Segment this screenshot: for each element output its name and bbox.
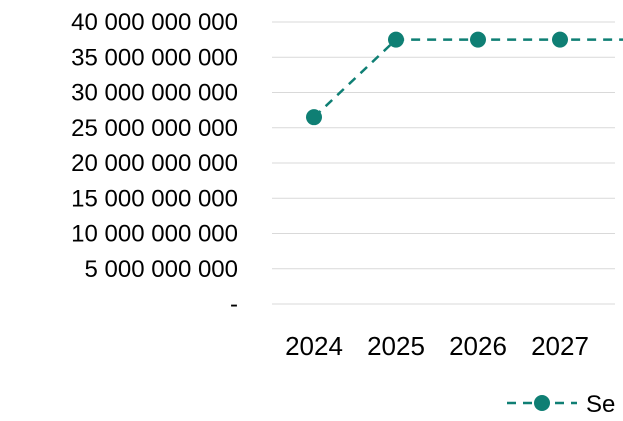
x-tick-label: 2027 [531,331,589,361]
legend-marker-swatch [534,395,550,411]
legend: Se [507,391,615,418]
x-axis-tick-labels: 20242025202620272 [285,331,589,361]
data-point [388,31,404,48]
x-tick-label: 2025 [367,331,425,361]
y-tick-label: 25 000 000 000 [71,115,238,142]
y-tick-label: 35 000 000 000 [71,44,238,71]
y-tick-label: 20 000 000 000 [71,150,238,177]
y-tick-label: 15 000 000 000 [71,185,238,212]
data-point [306,109,322,126]
y-axis-tick-labels: 40 000 000 000 35 000 000 000 30 000 000 0… [71,9,238,318]
series-layer [306,31,623,126]
data-point [470,31,486,48]
y-tick-label: - [230,291,238,318]
series-line [313,38,623,119]
y-tick-label: 40 000 000 000 [71,9,238,36]
x-tick-label: 2024 [285,331,343,361]
y-tick-label: 30 000 000 000 [71,80,238,107]
x-tick-label: 2026 [449,331,507,361]
legend-series-label: Se [586,391,615,418]
y-tick-label: 10 000 000 000 [71,221,238,248]
y-tick-label: 5 000 000 000 [85,256,238,283]
data-point [552,31,568,48]
gridlines [272,21,615,305]
